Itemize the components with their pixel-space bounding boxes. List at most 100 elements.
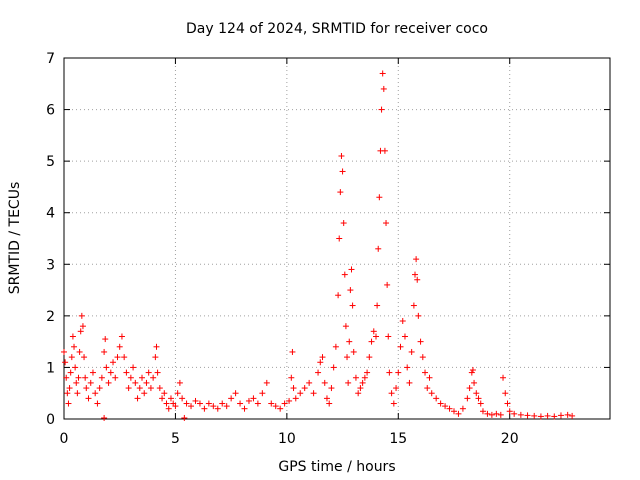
data-point	[116, 343, 123, 350]
data-point	[433, 395, 440, 402]
data-point	[250, 395, 257, 402]
data-point	[468, 369, 475, 376]
data-point	[376, 194, 383, 201]
data-point	[466, 385, 473, 392]
data-point	[321, 379, 328, 386]
data-point	[101, 348, 108, 355]
data-point	[205, 400, 212, 407]
data-point	[161, 390, 168, 397]
x-tick-label: 0	[60, 431, 69, 447]
data-point	[517, 411, 524, 418]
data-point	[289, 348, 296, 355]
data-point	[374, 302, 381, 309]
data-point	[63, 374, 70, 381]
data-point	[156, 385, 163, 392]
data-point	[188, 403, 195, 410]
data-point	[370, 328, 377, 335]
data-point	[179, 395, 186, 402]
data-point	[232, 390, 239, 397]
data-point	[346, 338, 353, 345]
data-point	[511, 410, 518, 417]
data-point	[254, 400, 261, 407]
data-point	[386, 369, 393, 376]
data-point	[79, 323, 86, 330]
data-point	[107, 369, 114, 376]
data-point	[384, 281, 391, 288]
data-point	[502, 390, 509, 397]
chart-title: Day 124 of 2024, SRMTID for receiver coc…	[186, 21, 488, 37]
data-point	[68, 354, 75, 361]
data-point	[417, 338, 424, 345]
data-point	[130, 364, 137, 371]
data-point	[290, 385, 297, 392]
data-point	[437, 400, 444, 407]
data-point	[383, 220, 390, 227]
data-point	[141, 390, 148, 397]
data-point	[87, 379, 94, 386]
x-tick-label: 10	[278, 431, 296, 447]
data-point	[75, 374, 82, 381]
data-point	[424, 385, 431, 392]
data-point	[150, 374, 157, 381]
data-point	[176, 379, 183, 386]
data-point	[451, 408, 457, 415]
data-point	[442, 403, 449, 410]
data-point	[479, 408, 486, 415]
data-point	[395, 369, 402, 376]
data-point	[214, 405, 221, 412]
data-point	[147, 385, 154, 392]
data-point	[153, 343, 160, 350]
data-point	[414, 276, 421, 283]
data-point	[342, 323, 349, 330]
data-point	[397, 343, 404, 350]
data-point	[67, 369, 74, 376]
data-point	[259, 390, 266, 397]
data-point	[340, 220, 347, 227]
data-point	[72, 364, 79, 371]
grid	[64, 58, 610, 419]
data-point	[569, 412, 576, 419]
data-point	[544, 412, 551, 419]
data-point	[388, 390, 395, 397]
data-point	[473, 390, 480, 397]
data-point	[64, 390, 71, 397]
x-tick-label: 5	[171, 431, 180, 447]
data-point	[426, 374, 433, 381]
data-point	[323, 395, 330, 402]
data-point	[136, 385, 143, 392]
data-point	[557, 412, 564, 419]
data-point	[373, 333, 379, 340]
data-point	[139, 374, 145, 381]
y-tick-label: 2	[46, 309, 55, 325]
data-point	[361, 374, 368, 381]
y-tick-label: 0	[46, 412, 55, 428]
data-point	[537, 413, 544, 420]
data-point	[125, 385, 132, 392]
data-point	[364, 369, 371, 376]
data-point	[181, 414, 188, 421]
data-point	[524, 412, 531, 419]
data-point	[196, 400, 203, 407]
data-point	[317, 359, 324, 366]
data-point	[357, 385, 364, 392]
data-point	[121, 354, 128, 361]
data-point	[446, 405, 453, 412]
data-point	[71, 343, 78, 350]
data-point	[102, 336, 109, 343]
data-point	[506, 408, 513, 415]
data-point	[245, 397, 252, 404]
data-point	[286, 397, 293, 404]
data-point	[114, 354, 121, 361]
data-point	[201, 405, 208, 412]
data-point	[497, 411, 504, 418]
data-point	[65, 400, 72, 407]
data-point	[152, 354, 159, 361]
data-point	[74, 390, 81, 397]
data-point	[352, 374, 359, 381]
data-point	[375, 245, 382, 252]
data-point	[101, 414, 108, 421]
data-point	[292, 395, 299, 402]
data-point	[192, 397, 199, 404]
data-point	[410, 302, 417, 309]
data-point	[306, 379, 313, 386]
